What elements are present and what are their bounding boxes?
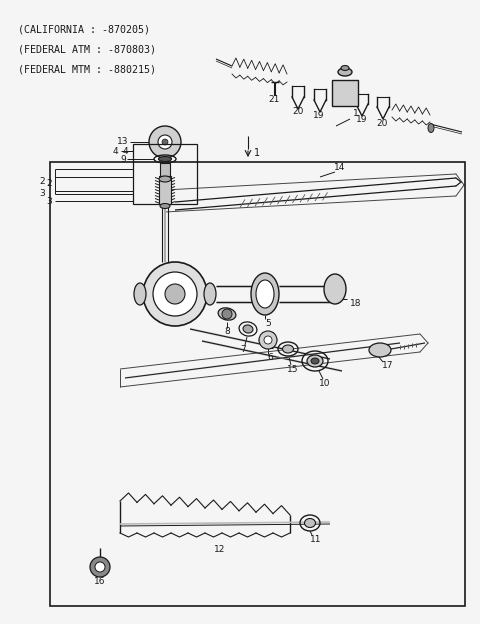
Ellipse shape	[160, 203, 170, 208]
Circle shape	[158, 135, 172, 149]
Text: 3: 3	[46, 197, 52, 205]
Bar	[159, 176, 171, 204]
Text: 7: 7	[240, 344, 246, 354]
Ellipse shape	[428, 124, 434, 132]
Text: 9: 9	[120, 155, 126, 163]
Ellipse shape	[338, 68, 352, 76]
Ellipse shape	[158, 157, 171, 162]
Text: 17: 17	[382, 361, 394, 371]
Ellipse shape	[341, 66, 349, 71]
Text: 20: 20	[292, 107, 304, 117]
Text: 1: 1	[353, 109, 359, 119]
Text: 18: 18	[350, 300, 362, 308]
Text: 21: 21	[268, 95, 280, 104]
Ellipse shape	[369, 343, 391, 357]
Text: 3: 3	[39, 190, 45, 198]
Bar	[50, 162, 465, 606]
Ellipse shape	[159, 176, 171, 182]
Text: (FEDERAL ATM : -870803): (FEDERAL ATM : -870803)	[18, 44, 156, 54]
Ellipse shape	[134, 283, 146, 305]
Circle shape	[153, 272, 197, 316]
Ellipse shape	[218, 308, 236, 320]
Circle shape	[222, 309, 232, 319]
Ellipse shape	[283, 345, 293, 353]
Ellipse shape	[243, 325, 253, 333]
Text: 19: 19	[356, 115, 368, 125]
Text: 14: 14	[334, 163, 346, 172]
Text: (CALIFORNIA : -870205): (CALIFORNIA : -870205)	[18, 24, 150, 34]
Ellipse shape	[204, 283, 216, 305]
Circle shape	[162, 139, 168, 145]
Text: 2: 2	[39, 177, 45, 187]
Text: 6: 6	[267, 354, 273, 363]
Circle shape	[259, 331, 277, 349]
Circle shape	[143, 262, 207, 326]
Text: 16: 16	[94, 577, 106, 585]
Circle shape	[95, 562, 105, 572]
Text: 5: 5	[265, 319, 271, 328]
Circle shape	[149, 126, 181, 158]
Text: 12: 12	[214, 545, 226, 553]
Text: 4: 4	[112, 147, 118, 155]
Text: 10: 10	[319, 379, 331, 388]
Text: 13: 13	[117, 137, 129, 147]
Text: 20: 20	[376, 120, 388, 129]
Circle shape	[165, 284, 185, 304]
Bar	[133, 144, 197, 204]
Text: 15: 15	[287, 364, 299, 374]
Text: 11: 11	[310, 535, 322, 544]
Text: 2: 2	[47, 180, 52, 188]
Text: 4: 4	[122, 147, 128, 155]
Text: 1: 1	[254, 148, 260, 158]
Ellipse shape	[304, 519, 315, 527]
Ellipse shape	[311, 358, 319, 364]
Bar	[160, 163, 170, 177]
Ellipse shape	[307, 355, 323, 367]
Ellipse shape	[256, 280, 274, 308]
Circle shape	[264, 336, 272, 344]
Text: (FEDERAL MTM : -880215): (FEDERAL MTM : -880215)	[18, 64, 156, 74]
Text: 19: 19	[313, 112, 325, 120]
Bar	[332, 80, 358, 106]
Ellipse shape	[251, 273, 279, 315]
Text: 8: 8	[224, 328, 230, 336]
Ellipse shape	[324, 274, 346, 304]
Circle shape	[90, 557, 110, 577]
